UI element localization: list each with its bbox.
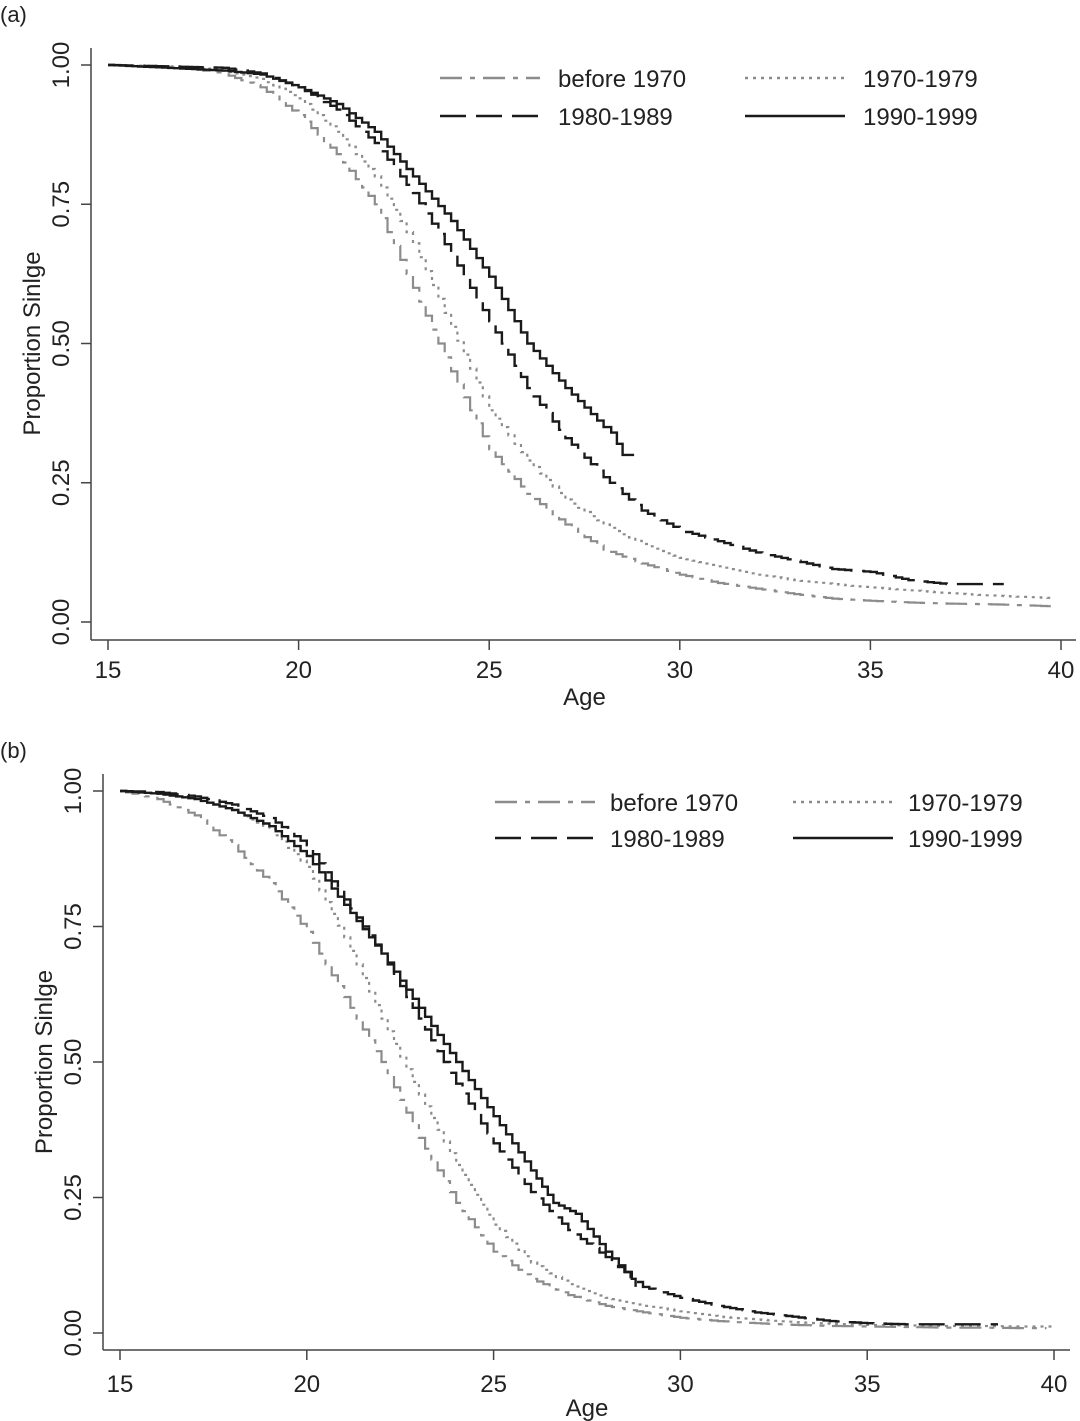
x-tick-label: 30 [666, 657, 693, 684]
x-tick-label: 40 [1041, 1371, 1068, 1398]
legend-item: 1970-1979 [745, 66, 978, 93]
legend: before 1970 1970-1979 1980-1989 1990-1999 [495, 790, 1023, 853]
legend-item: 1970-1979 [793, 790, 1023, 817]
series-line-before-1970 [108, 63, 1055, 608]
series-line-1970-1979 [108, 63, 1055, 599]
series-line-1970-1979 [120, 789, 1054, 1328]
series-line-1980-1989 [120, 789, 998, 1326]
y-axis-title: Proportion Sinlge [19, 251, 46, 435]
x-axis-title: Age [563, 684, 606, 711]
panel-label: (b) [0, 738, 27, 763]
legend-item: 1980-1989 [495, 826, 725, 853]
legend-item: before 1970 [495, 790, 738, 817]
legend-item: 1980-1989 [440, 104, 673, 131]
legend-item: 1990-1999 [793, 826, 1023, 853]
y-axis-title: Proportion Sinlge [31, 970, 58, 1154]
legend-label: 1990-1999 [863, 104, 978, 131]
y-tick-label: 0.50 [48, 320, 75, 367]
panel-label: (a) [0, 2, 27, 27]
x-tick-label: 40 [1048, 657, 1075, 684]
legend-label: 1970-1979 [908, 790, 1023, 817]
panel-b: (b) 0.00 0.25 0.50 0.75 1.00 15 20 25 30 35 40 Age Pr… [0, 738, 1070, 1421]
y-tick-label: 0.00 [48, 599, 75, 646]
x-tick-label: 20 [293, 1371, 320, 1398]
panel-a: (a) 0.00 0.25 0.50 0.75 1.00 15 20 25 30 35 40 Age Pr… [0, 2, 1076, 711]
y-tick-label: 0.25 [48, 459, 75, 506]
x-tick-label: 35 [857, 657, 884, 684]
legend-label: 1970-1979 [863, 66, 978, 93]
legend-item: 1990-1999 [745, 104, 978, 131]
x-tick-label: 20 [285, 657, 312, 684]
y-tick-label: 0.50 [60, 1039, 87, 1086]
x-tick-label: 15 [107, 1371, 134, 1398]
series-line-before-1970 [120, 789, 1047, 1330]
series-line-1990-1999 [120, 789, 637, 1287]
y-tick-label: 0.25 [60, 1174, 87, 1221]
legend-label: before 1970 [610, 790, 738, 817]
x-tick-label: 30 [667, 1371, 694, 1398]
legend-label: 1980-1989 [558, 104, 673, 131]
legend: before 1970 1970-1979 1980-1989 1990-1999 [440, 66, 978, 131]
legend-item: before 1970 [440, 66, 686, 93]
x-axis-title: Age [566, 1395, 609, 1421]
y-tick-label: 0.75 [48, 181, 75, 228]
series-line-1980-1989 [108, 63, 1004, 586]
x-tick-label: 35 [854, 1371, 881, 1398]
legend-label: 1990-1999 [908, 826, 1023, 853]
y-tick-label: 1.00 [48, 42, 75, 89]
y-tick-label: 0.75 [60, 903, 87, 950]
y-tick-label: 0.00 [60, 1310, 87, 1357]
legend-label: 1980-1989 [610, 826, 725, 853]
x-tick-label: 15 [95, 657, 122, 684]
y-tick-label: 1.00 [60, 768, 87, 815]
x-tick-label: 25 [476, 657, 503, 684]
x-tick-label: 25 [480, 1371, 507, 1398]
series-line-1990-1999 [108, 63, 635, 457]
legend-label: before 1970 [558, 66, 686, 93]
